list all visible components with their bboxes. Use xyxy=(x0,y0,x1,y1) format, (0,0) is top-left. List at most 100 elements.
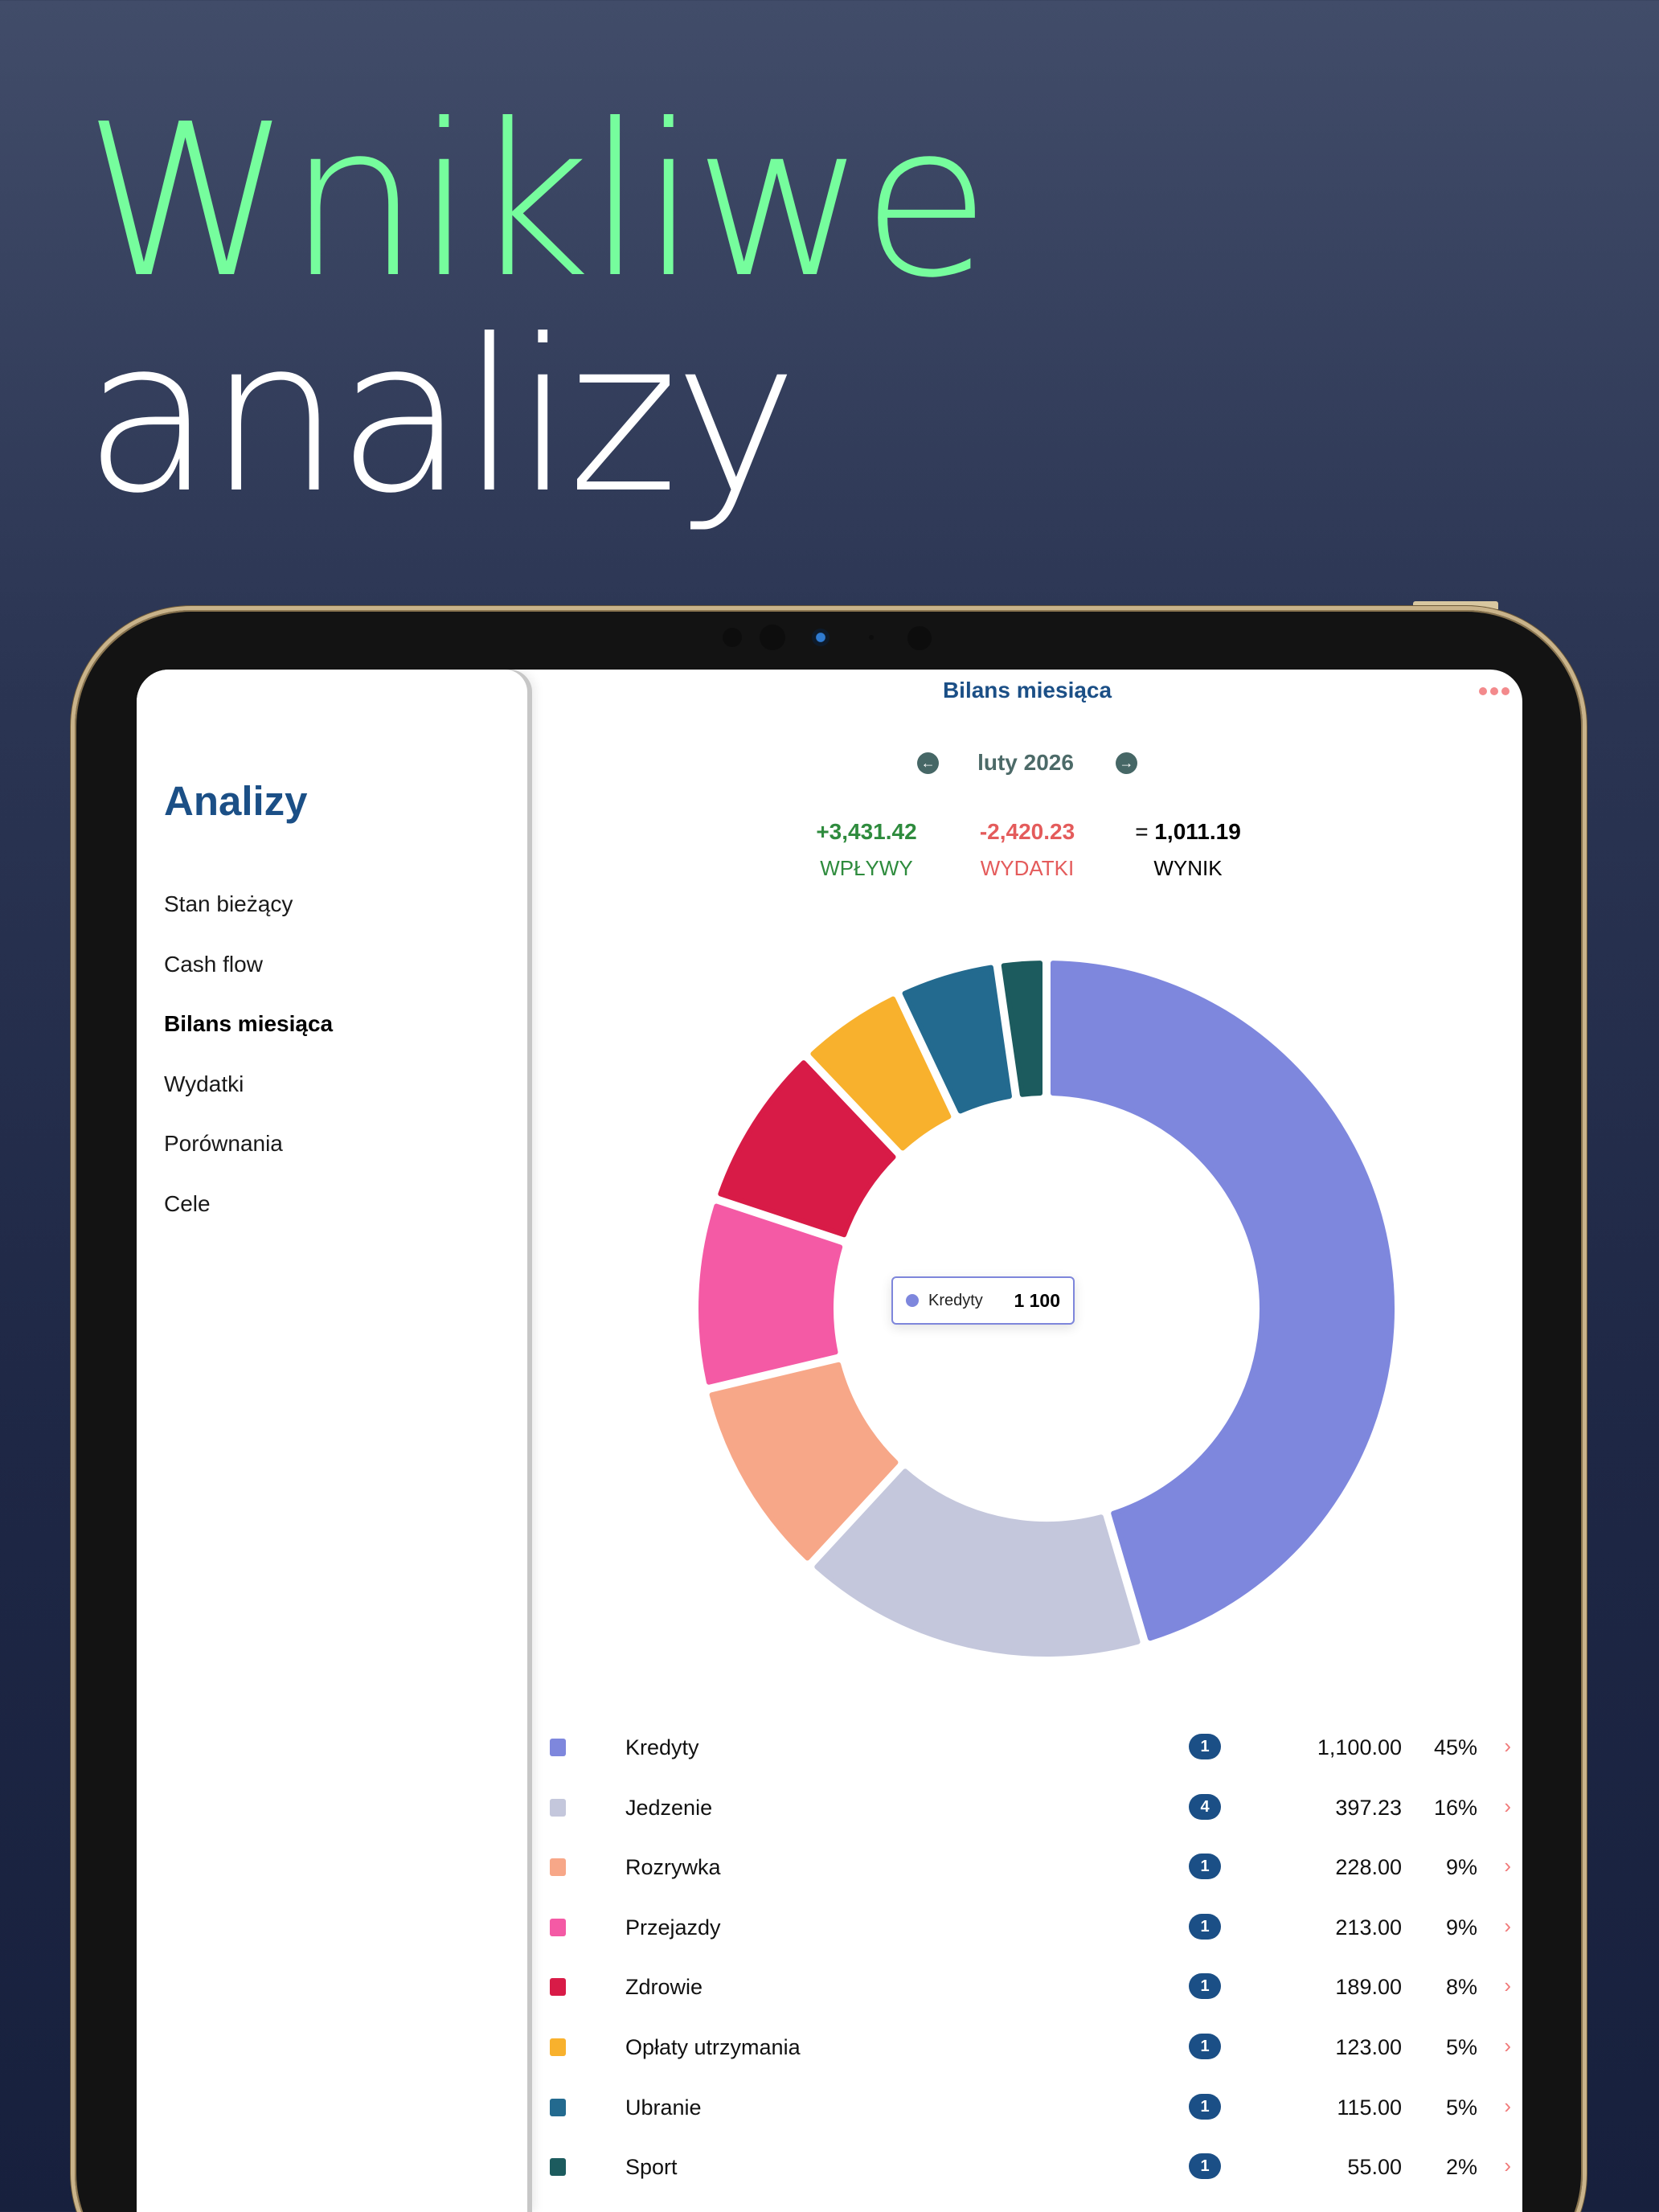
expenses-label: WYDATKI xyxy=(980,856,1075,880)
category-amount: 115.00 xyxy=(1337,2095,1402,2120)
sidebar-item[interactable]: Wydatki xyxy=(164,1071,244,1096)
month-label: luty 2026 xyxy=(977,750,1074,775)
chevron-right-icon: › xyxy=(1504,1854,1511,1878)
category-amount: 189.00 xyxy=(1335,1975,1402,2000)
color-swatch xyxy=(550,1798,566,1817)
income-value: +3,431.42 xyxy=(816,819,917,844)
ellipsis-icon xyxy=(1479,687,1487,695)
legend-row[interactable]: Zdrowie 1 189.00 8% › xyxy=(532,1970,1522,2030)
category-amount: 228.00 xyxy=(1335,1855,1402,1880)
legend-row[interactable]: Sport 1 55.00 2% › xyxy=(532,2150,1522,2210)
category-name: Zdrowie xyxy=(625,1975,703,2000)
transaction-count-badge: 1 xyxy=(1189,1973,1221,2000)
chevron-right-icon: › xyxy=(1504,2093,1511,2118)
sidebar-item[interactable]: Cash flow xyxy=(164,951,263,977)
sensor-icon xyxy=(723,628,742,647)
category-amount: 397.23 xyxy=(1335,1795,1402,1820)
color-swatch xyxy=(550,1739,566,1756)
color-swatch xyxy=(550,2038,566,2056)
tooltip-color-dot xyxy=(906,1294,919,1307)
category-name: Przejazdy xyxy=(625,1915,721,1940)
category-amount: 1,100.00 xyxy=(1317,1735,1402,1759)
sidebar-nav: Stan bieżący Cash flow Bilans miesiąca Wyda… xyxy=(164,888,333,1247)
transaction-count-badge: 1 xyxy=(1189,2033,1221,2059)
hero-line-1: Wnikliwe xyxy=(84,79,991,324)
expenses-summary: -2,420.23 WYDATKI xyxy=(947,819,1108,881)
donut-slice[interactable] xyxy=(814,1469,1141,1657)
donut-slice[interactable] xyxy=(718,1060,896,1238)
arrow-right-circle-icon[interactable]: → xyxy=(1115,752,1137,774)
donut-slice[interactable] xyxy=(1050,961,1395,1641)
category-name: Rozrywka xyxy=(625,1855,721,1880)
sidebar-item[interactable]: Stan bieżący xyxy=(164,891,293,916)
income-label: WPŁYWY xyxy=(820,856,913,880)
category-amount: 123.00 xyxy=(1335,2034,1402,2059)
legend-row[interactable]: Ubranie 1 115.00 5% › xyxy=(532,2091,1522,2151)
category-amount: 55.00 xyxy=(1347,2155,1402,2180)
sidebar-item[interactable]: Cele xyxy=(164,1190,211,1216)
category-percent: 5% xyxy=(1445,2095,1477,2120)
camera-lens-icon xyxy=(812,629,830,646)
legend-row[interactable]: Opłaty utrzymania 1 123.00 5% › xyxy=(532,2030,1522,2091)
sensor-icon xyxy=(869,635,874,640)
sidebar: Analizy Stan bieżący Cash flow Bilans mies… xyxy=(137,670,527,2212)
transaction-count-badge: 1 xyxy=(1189,1913,1221,1940)
donut-slice[interactable] xyxy=(1001,961,1043,1097)
color-swatch xyxy=(550,2098,566,2116)
category-percent: 2% xyxy=(1445,2155,1477,2180)
color-swatch xyxy=(550,1978,566,1997)
category-name: Opłaty utrzymania xyxy=(625,2034,801,2059)
sidebar-item[interactable]: Bilans miesiąca xyxy=(164,1011,334,1036)
category-percent: 9% xyxy=(1445,1915,1477,1940)
chart-tooltip: Kredyty 1 100 xyxy=(891,1276,1075,1325)
hero-headline: Wnikliwe analizy xyxy=(84,79,991,522)
donut-slice[interactable] xyxy=(709,1362,899,1561)
color-swatch xyxy=(550,2158,566,2177)
ellipsis-icon xyxy=(1490,687,1498,695)
tooltip-label: Kredyty xyxy=(928,1291,983,1309)
device-top-button xyxy=(1413,601,1498,609)
result-value: = 1,011.19 xyxy=(1108,819,1268,856)
result-label: WYNIK xyxy=(1153,856,1223,880)
chevron-right-icon: › xyxy=(1504,2033,1511,2058)
transaction-count-badge: 1 xyxy=(1189,1854,1221,1880)
category-name: Sport xyxy=(625,2155,678,2180)
sensor-icon xyxy=(760,625,785,650)
ellipsis-icon xyxy=(1501,687,1509,695)
arrow-left-circle-icon[interactable]: ← xyxy=(917,752,940,774)
legend-row[interactable]: Przejazdy 1 213.00 9% › xyxy=(532,1911,1522,1971)
category-name: Jedzenie xyxy=(625,1795,713,1820)
donut-chart[interactable] xyxy=(693,955,1400,1662)
legend-row[interactable]: Kredyty 1 1,100.00 45% › xyxy=(532,1731,1522,1791)
chevron-right-icon: › xyxy=(1504,1973,1511,1998)
category-percent: 9% xyxy=(1445,1855,1477,1880)
transaction-count-badge: 1 xyxy=(1189,2093,1221,2120)
legend-row[interactable]: Rozrywka 1 228.00 9% › xyxy=(532,1850,1522,1911)
donut-slice[interactable] xyxy=(902,965,1012,1114)
transaction-count-badge: 1 xyxy=(1189,2153,1221,2180)
legend-row[interactable]: Jedzenie 4 397.23 16% › xyxy=(532,1791,1522,1851)
category-percent: 8% xyxy=(1445,1975,1477,2000)
result-summary: = 1,011.19 WYNIK xyxy=(1108,819,1268,881)
donut-slice[interactable] xyxy=(698,1203,843,1385)
balance-summary: +3,431.42 WPŁYWY -2,420.23 WYDATKI = 1,0… xyxy=(532,819,1522,881)
category-name: Kredyty xyxy=(625,1735,699,1759)
page-title: Bilans miesiąca xyxy=(942,678,1112,703)
category-percent: 45% xyxy=(1433,1735,1477,1759)
chevron-right-icon: › xyxy=(1504,1734,1511,1758)
more-options-button[interactable] xyxy=(1479,687,1509,695)
donut-slice[interactable] xyxy=(810,996,952,1151)
category-name: Ubranie xyxy=(625,2095,702,2120)
category-amount: 213.00 xyxy=(1335,1915,1402,1940)
camera-sensors xyxy=(719,623,944,652)
transaction-count-badge: 4 xyxy=(1189,1793,1221,1820)
color-swatch xyxy=(550,1858,566,1877)
chevron-right-icon: › xyxy=(1504,2153,1511,2178)
result-amount: 1,011.19 xyxy=(1154,819,1241,844)
expenses-value: -2,420.23 xyxy=(979,819,1075,844)
app-screen: Analizy Stan bieżący Cash flow Bilans mies… xyxy=(137,670,1522,2212)
chevron-right-icon: › xyxy=(1504,1913,1511,1938)
donut-chart-svg[interactable] xyxy=(693,955,1400,1662)
transaction-count-badge: 1 xyxy=(1189,1734,1221,1759)
sidebar-item[interactable]: Porównania xyxy=(164,1131,283,1156)
